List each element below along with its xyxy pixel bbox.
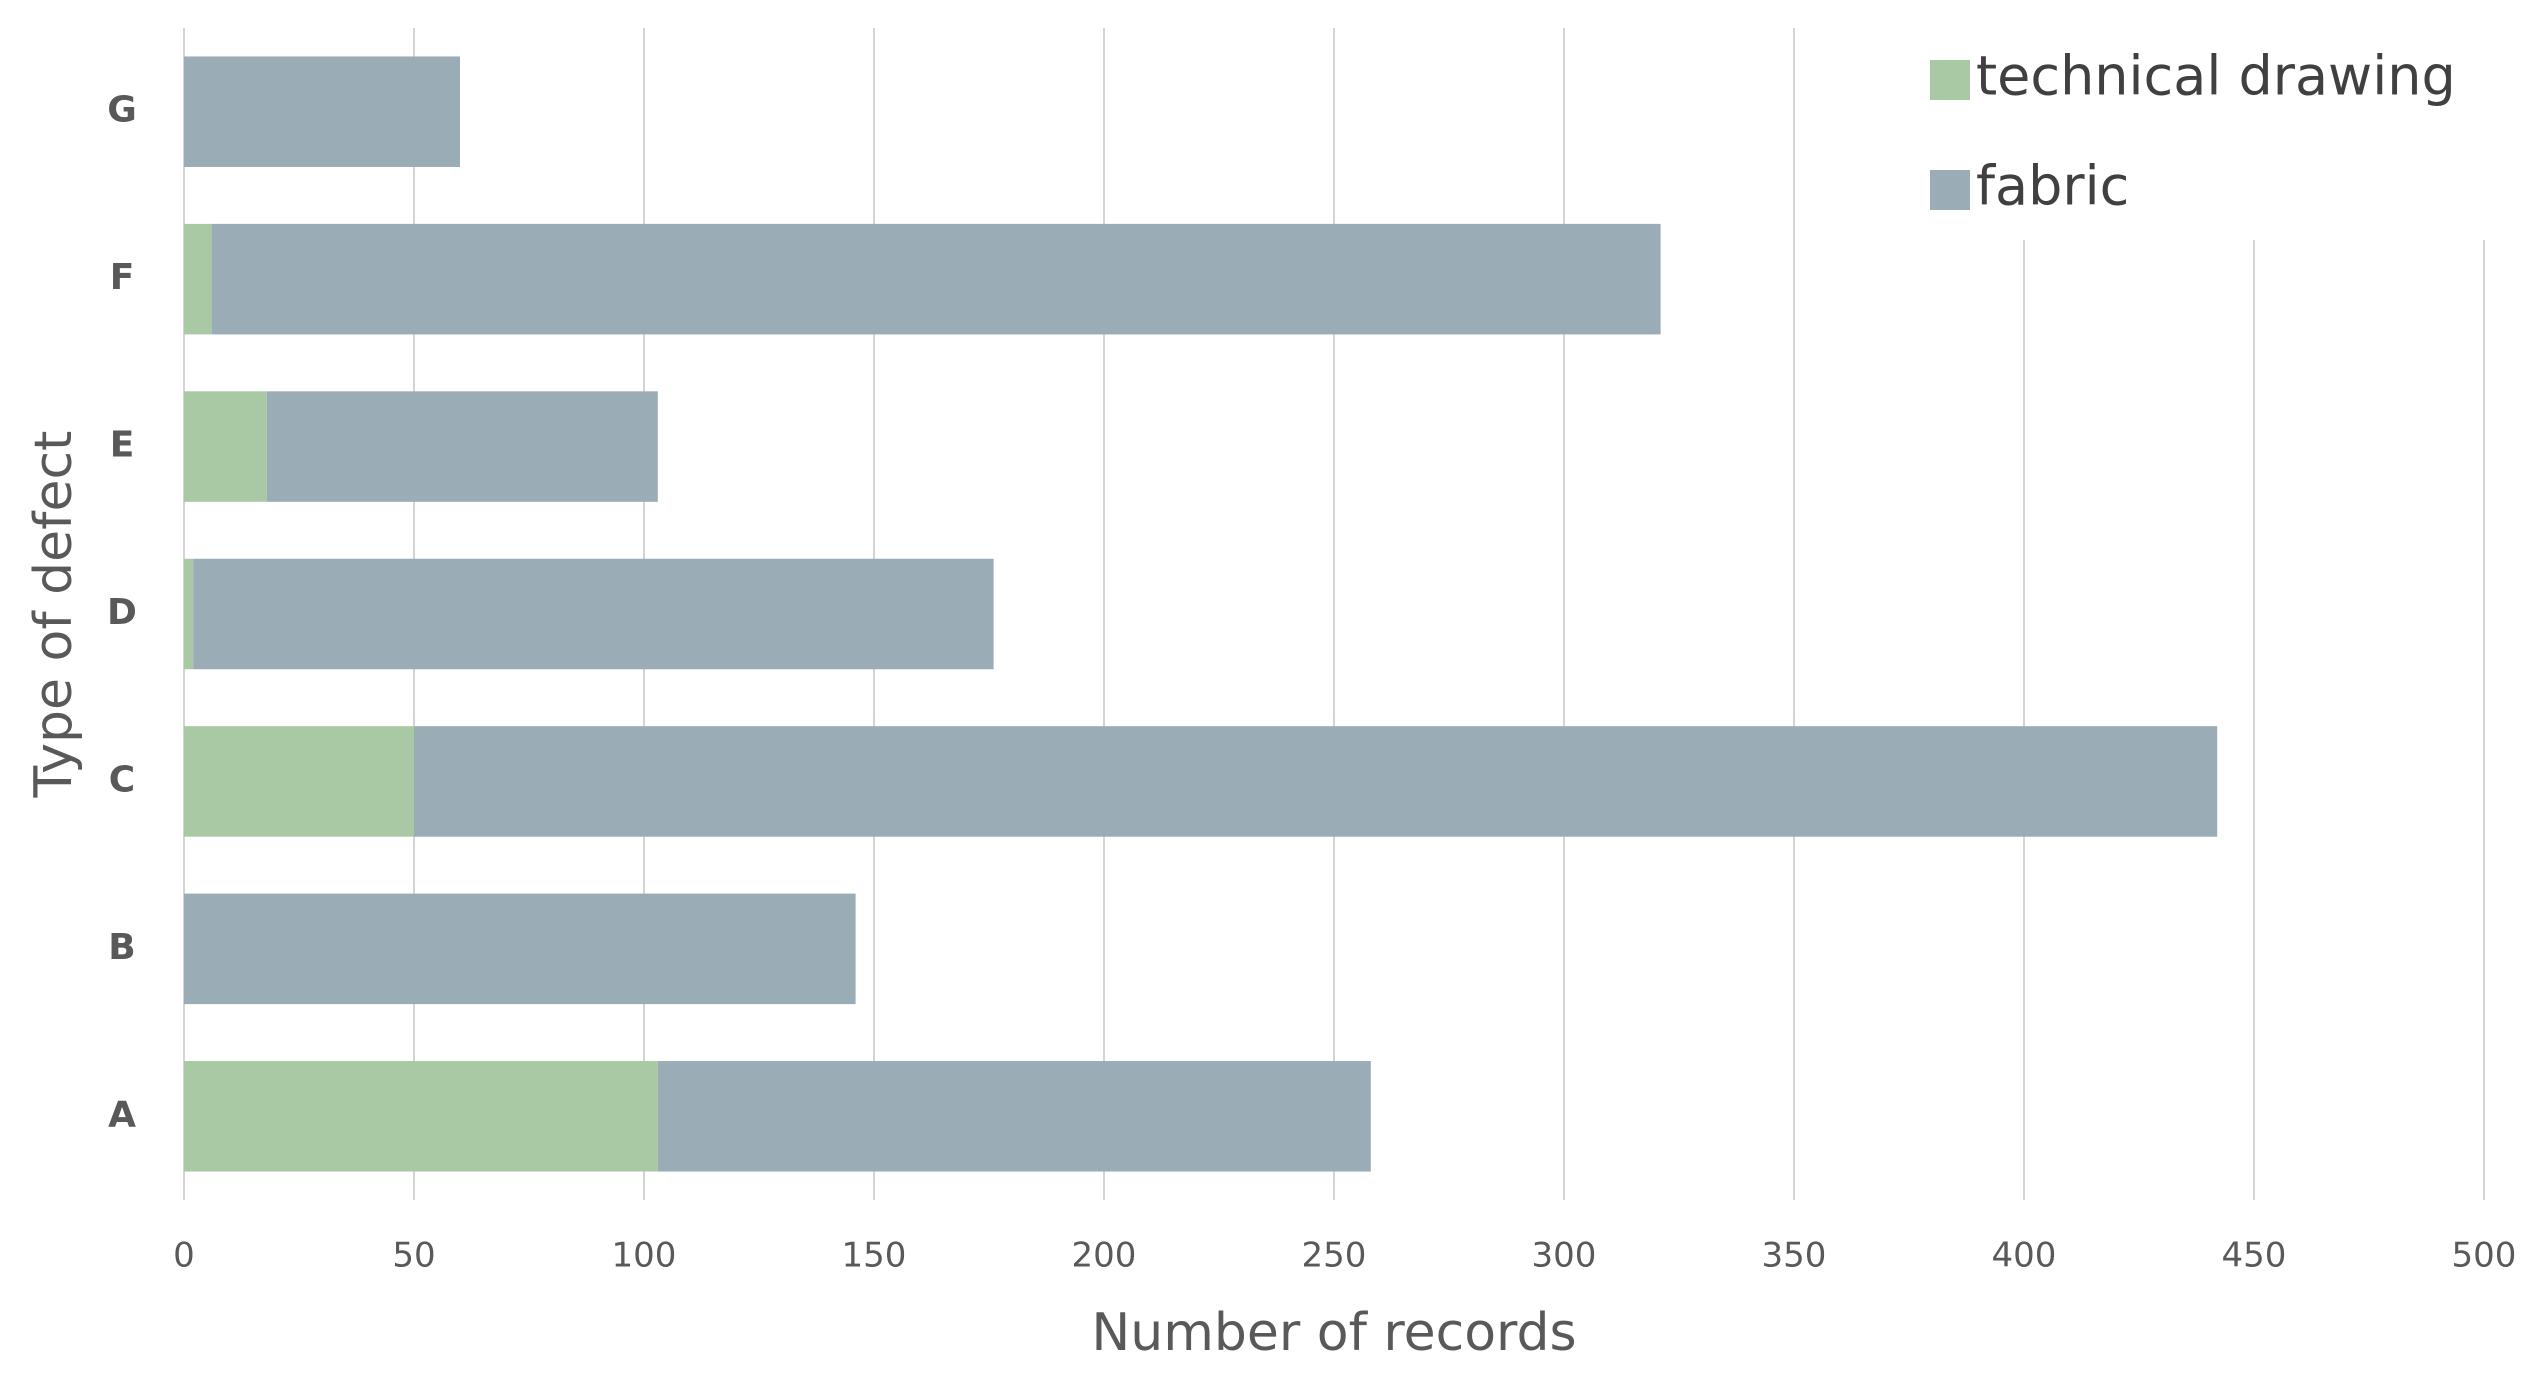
x-tick-label: 300 [1532, 1236, 1597, 1276]
y-tick-label: A [108, 1094, 136, 1135]
x-tick-label: 0 [173, 1236, 195, 1276]
x-axis-title: Number of records [1091, 1303, 1576, 1363]
y-tick-label: F [110, 257, 135, 298]
x-tick-label: 50 [392, 1236, 435, 1276]
x-tick-label: 500 [2452, 1236, 2517, 1276]
bar-segment [414, 726, 2218, 837]
y-tick-label: C [109, 759, 135, 800]
y-tick-label: E [110, 425, 135, 466]
bar-segment [184, 726, 414, 837]
legend-label: technical drawing [1976, 45, 2456, 108]
y-tick-label: D [107, 592, 137, 633]
x-tick-label: 400 [1992, 1236, 2057, 1276]
legend-label: fabric [1976, 155, 2129, 218]
legend-swatch [1930, 170, 1970, 210]
bar-segment [211, 223, 1661, 335]
y-tick-label: B [108, 927, 135, 968]
bar-segment [184, 56, 460, 167]
bar-segment [184, 391, 267, 502]
y-tick-label: G [107, 90, 137, 131]
bar-segment [657, 1061, 1371, 1172]
bar-segment [184, 223, 212, 335]
bar-segment [184, 893, 856, 1005]
bar-segment [193, 558, 994, 670]
legend-swatch [1930, 60, 1970, 100]
x-tick-label: 100 [612, 1236, 677, 1276]
x-tick-label: 450 [2222, 1236, 2287, 1276]
x-tick-label: 150 [842, 1236, 907, 1276]
bar-segment [184, 558, 194, 670]
bar-segment [184, 1061, 658, 1172]
legend-background [1910, 20, 2490, 240]
bar-segment [266, 391, 658, 502]
x-tick-label: 200 [1072, 1236, 1137, 1276]
x-tick-label: 350 [1762, 1236, 1827, 1276]
x-tick-label: 250 [1302, 1236, 1367, 1276]
y-axis-title: Type of defect [24, 431, 84, 799]
